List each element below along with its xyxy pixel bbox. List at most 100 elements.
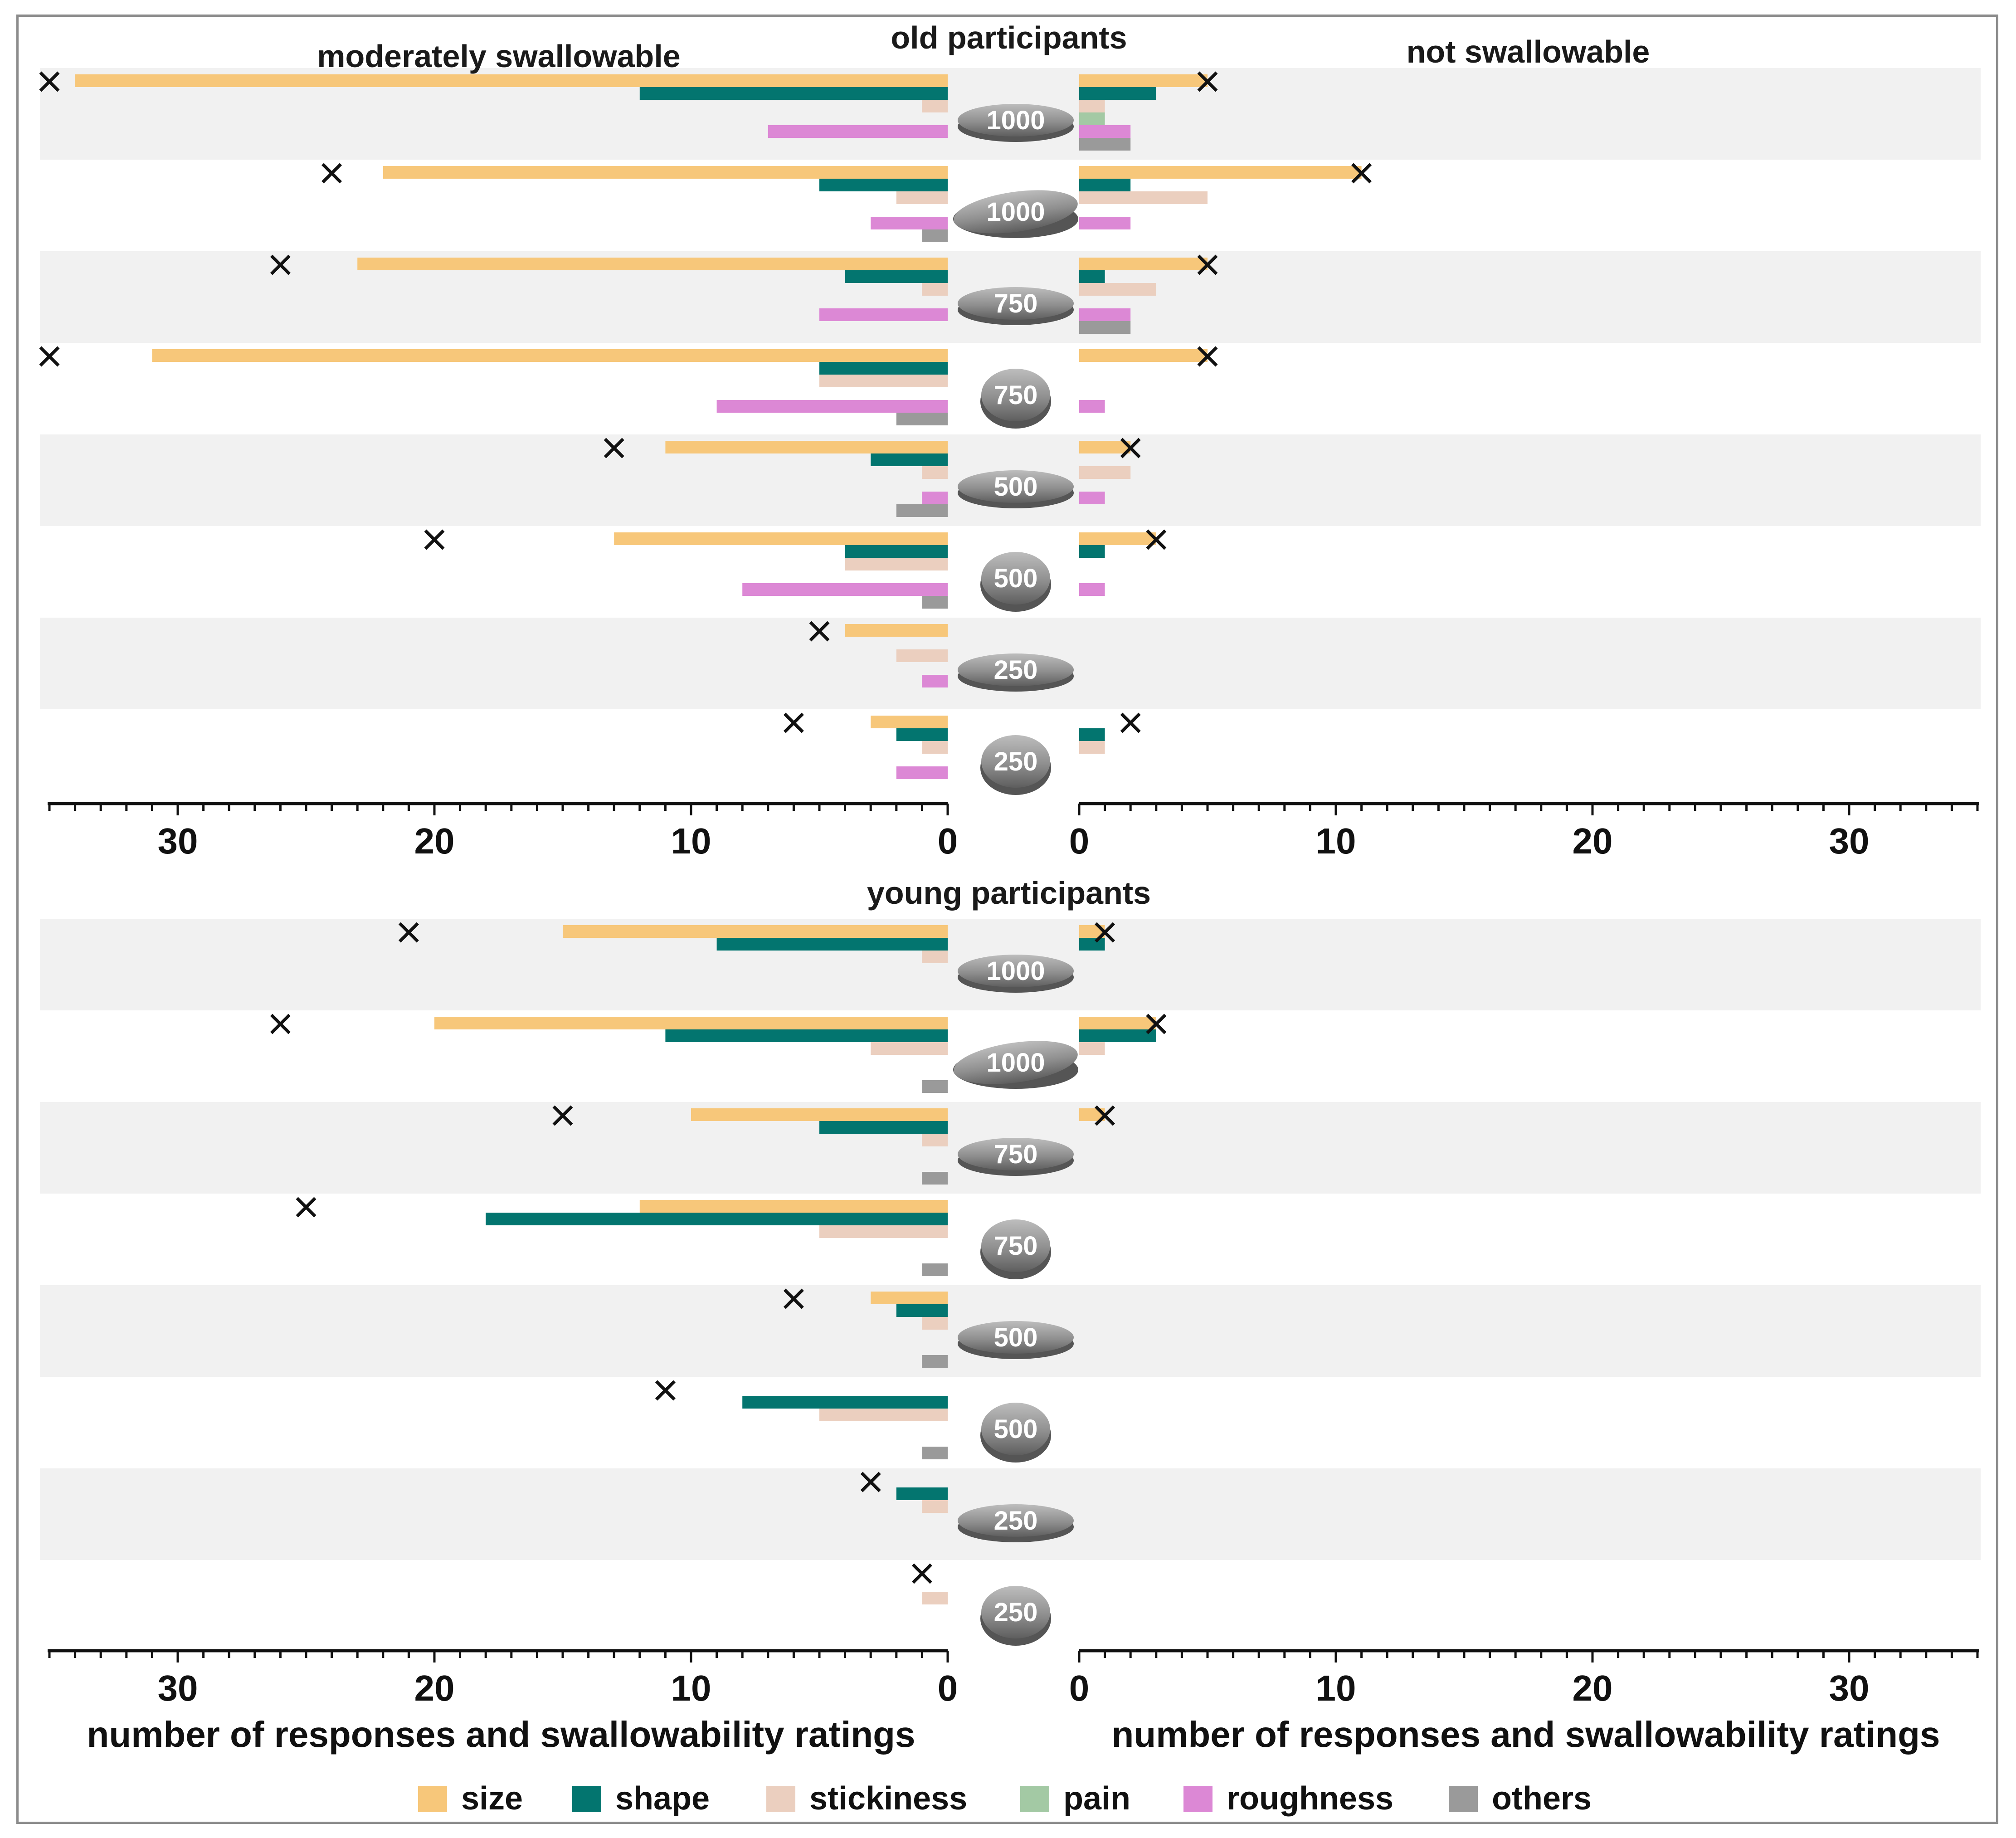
tablet-body [981,1586,1050,1638]
tablet-label: 1000 [986,956,1045,986]
bar-left-roughness [819,308,948,321]
marker-stroke [911,1563,932,1584]
legend-swatch [1449,1786,1478,1812]
left-tick-label: 10 [671,821,711,861]
bar-left-stickiness [922,100,948,112]
bar-right-size [1079,74,1208,87]
legend-item-pain: pain [1020,1780,1130,1817]
right-tick-label: 20 [1573,821,1613,861]
bar-left-stickiness [896,191,948,204]
legend-swatch [418,1786,447,1812]
bar-left-shape [845,545,948,558]
old-panel-title: old participants [891,20,1127,55]
marker-stroke [39,71,60,92]
rating-marker-left [398,922,419,943]
marker-stroke [860,1472,881,1492]
bar-left-others [922,1355,948,1368]
tablet-icon: 1000 [958,104,1074,142]
rating-marker-left [783,712,804,733]
bar-left-size [845,624,948,637]
legend-item-shape: shape [572,1780,710,1817]
bar-left-others [922,1080,948,1093]
tablet-body [958,104,1074,137]
tablet-body [958,1138,1074,1170]
bar-left-shape [896,1487,948,1500]
marker-stroke [424,529,445,550]
tablet-label: 500 [994,1414,1038,1444]
bar-right-stickiness [1079,466,1131,479]
tablet-label: 250 [994,1598,1038,1627]
marker-stroke [783,1288,804,1309]
bar-left-shape [819,1121,948,1134]
tablet-body [954,1041,1078,1084]
tablet-label: 750 [994,1231,1038,1261]
rating-markers [39,71,1372,1584]
bar-left-size [434,1017,948,1029]
marker-stroke [1197,346,1218,367]
rating-marker-right [1197,254,1218,275]
legend-item-size: size [418,1780,523,1817]
bar-left-size [383,166,948,179]
tablet-label: 750 [994,1140,1038,1169]
tablet-icon: 1000 [953,1041,1078,1089]
rating-marker-left [860,1472,881,1492]
tablet-label: 250 [994,747,1038,776]
rating-marker-right [1197,346,1218,367]
tablet-icon: 250 [958,1504,1074,1542]
bar-right-shape [1079,1029,1156,1042]
bar-right-size [1079,258,1208,270]
legend-label: shape [615,1780,710,1817]
tablet-icon: 1000 [958,955,1074,993]
tablet-label: 1000 [986,106,1045,135]
bar-left-roughness [896,766,948,779]
marker-stroke [1095,1105,1115,1126]
bar-left-roughness [742,583,948,596]
marker-stroke [809,621,830,642]
tablet-icon: 500 [958,1321,1074,1359]
bar-left-others [922,1263,948,1276]
tablet-body [958,955,1074,987]
tablet-body [958,653,1074,686]
tablet-icon: 500 [980,552,1051,612]
bar-right-stickiness [1079,191,1208,204]
bar-right-stickiness [1079,283,1156,296]
figure-frame [16,15,1998,1824]
bar-left-stickiness [922,951,948,963]
bar-left-stickiness [896,649,948,662]
bar-left-others [922,1172,948,1185]
bar-left-size [665,441,948,453]
bar-left-stickiness [922,466,948,479]
tablet-icon: 250 [958,653,1074,692]
tablet-label: 500 [994,1323,1038,1352]
bar-left-size [691,1108,948,1121]
rating-marker-left [270,1014,291,1034]
bar-left-others [896,504,948,517]
bar-series [75,74,1362,1604]
bar-left-shape [486,1213,948,1225]
bar-right-stickiness [1079,741,1105,754]
bar-left-stickiness [845,558,948,570]
left-tick-label: 30 [158,821,198,861]
bar-left-stickiness [819,1409,948,1421]
rating-marker-left [270,254,291,275]
bar-right-size [1079,1017,1156,1029]
legend-swatch [1020,1786,1049,1812]
rating-marker-right [1146,1014,1167,1034]
rating-marker-left [552,1105,573,1126]
rating-marker-left [809,621,830,642]
legend-label: others [1492,1780,1592,1817]
bar-left-size [639,1200,948,1213]
right-tick-label: 0 [1069,821,1090,861]
tablet-icon: 750 [980,1219,1051,1279]
rating-marker-right [1146,529,1167,550]
tablet-icons: 1000 1000 750 750 500 500 250 250 1000 1000 750 750… [953,104,1078,1646]
marker-stroke [1197,71,1218,92]
bar-right-others [1079,138,1131,151]
rating-marker-left [655,1380,676,1401]
right-title: not swallowable [1407,34,1650,69]
bar-left-shape [639,87,948,100]
tablet-body [981,735,1050,788]
bar-left-shape [819,179,948,191]
